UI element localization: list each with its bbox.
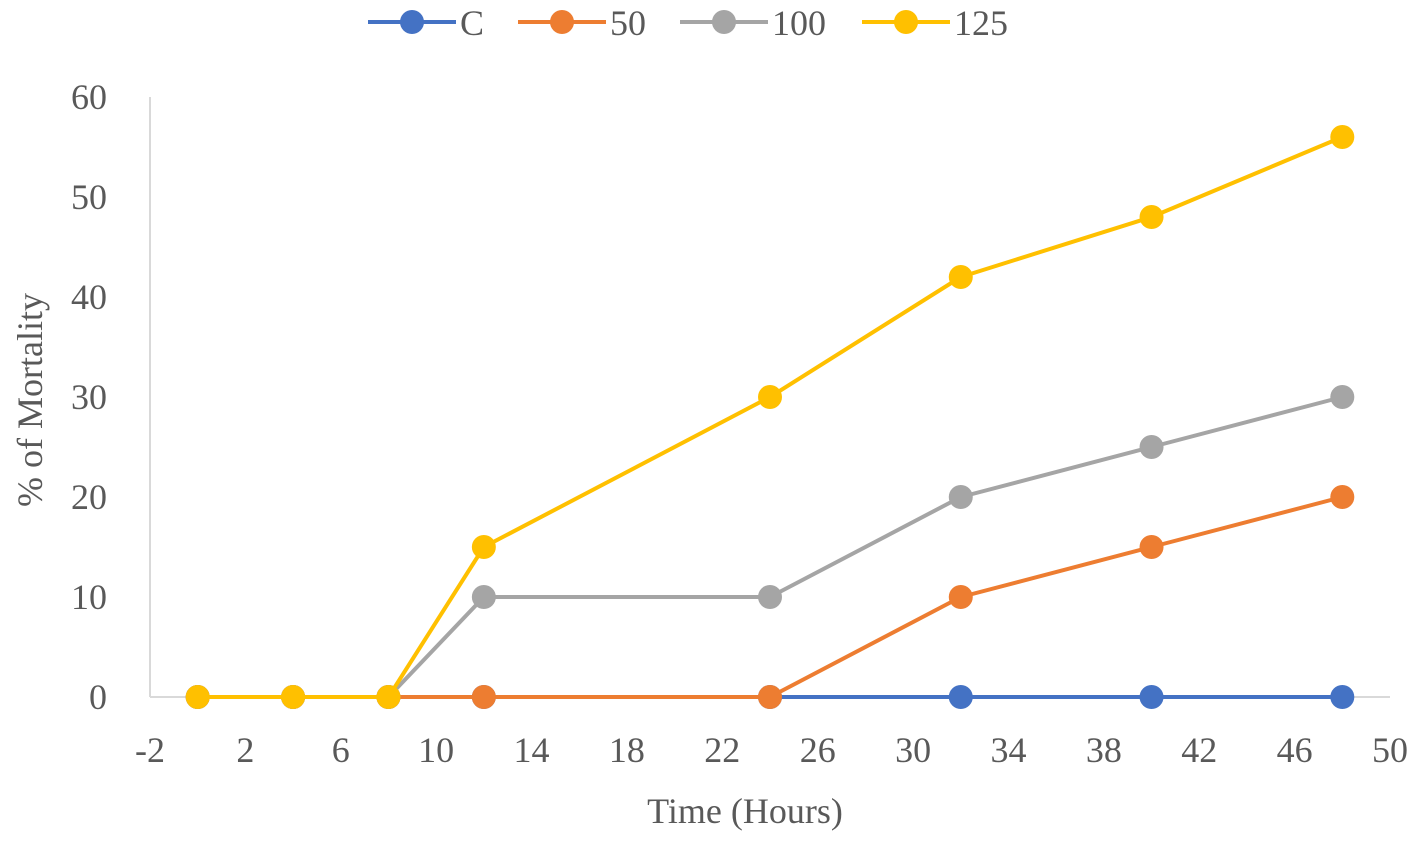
legend-entry-50: 50 [518,3,646,43]
data-point-50 [471,685,496,709]
x-tick-label: 38 [1086,730,1122,770]
x-tick-label: 42 [1181,730,1217,770]
data-point-50 [1139,535,1164,559]
x-tick-label: 2 [236,730,254,770]
y-axis-title: % of Mortality [10,293,50,507]
x-tick-label: 46 [1277,730,1313,770]
x-tick-label: 50 [1372,730,1408,770]
x-tick-label: 30 [895,730,931,770]
legend-label: 100 [772,3,826,43]
x-tick-labels: -2 2 6 10 14 18 22 26 30 34 38 42 46 50 [135,730,1408,770]
data-point-125 [281,685,306,709]
series-125 [185,125,1355,709]
data-point-100 [1330,385,1355,409]
x-tick-label: 10 [418,730,454,770]
legend-swatch-marker [550,10,574,34]
data-point-125 [948,265,973,289]
legend-entry-C: C [368,3,484,43]
y-tick-label: 60 [71,77,107,117]
y-tick-label: 40 [71,277,107,317]
data-point-50 [758,685,782,709]
x-tick-label: 26 [800,730,836,770]
y-tick-label: 20 [71,477,107,517]
data-point-C [1330,685,1355,709]
x-axis-title: Time (Hours) [647,791,843,831]
y-tick-label: 30 [71,377,107,417]
data-point-50 [948,585,973,609]
x-tick-label: 6 [332,730,350,770]
y-tick-label: 10 [71,577,107,617]
series-100 [185,385,1355,709]
legend-label: 50 [610,3,646,43]
series-line-125 [197,135,1344,699]
data-point-100 [1139,435,1164,459]
data-point-125 [185,685,210,709]
x-tick-label: 18 [609,730,645,770]
series-layer [185,125,1355,709]
legend-entry-100: 100 [680,3,826,43]
data-point-C [1139,685,1164,709]
y-tick-label: 50 [71,177,107,217]
data-point-100 [948,485,973,509]
legend-swatch-marker [712,10,736,34]
x-tick-label: -2 [135,730,165,770]
y-tick-labels: 0 10 20 30 40 50 60 [71,77,107,717]
data-point-100 [471,585,496,609]
data-point-125 [376,685,401,709]
x-tick-label: 14 [514,730,550,770]
data-point-100 [758,585,782,609]
chart-legend: C 50 100 125 [368,3,1008,43]
x-tick-label: 22 [704,730,740,770]
data-point-125 [1330,125,1355,149]
legend-label: 125 [954,3,1008,43]
data-point-125 [471,535,496,559]
x-tick-label: 34 [990,730,1026,770]
data-point-125 [1139,205,1164,229]
y-tick-label: 0 [89,677,107,717]
legend-entry-125: 125 [862,3,1008,43]
legend-swatch-marker [894,10,918,34]
legend-label: C [460,3,484,43]
legend-swatch-marker [400,10,424,34]
data-point-C [948,685,973,709]
data-point-125 [758,385,782,409]
data-point-50 [1330,485,1355,509]
series-line-100 [197,395,1343,699]
